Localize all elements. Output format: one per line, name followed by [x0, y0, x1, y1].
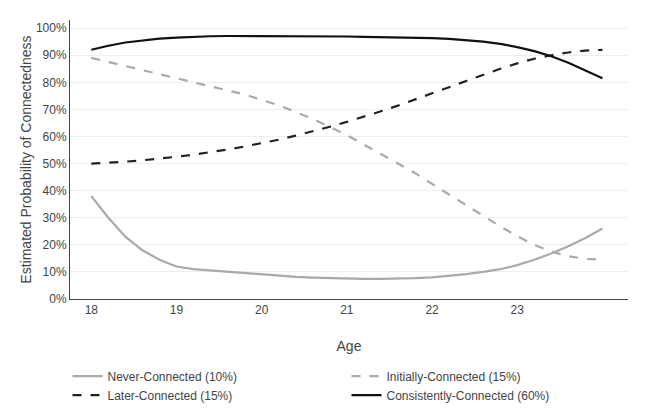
svg-text:40%: 40%: [43, 184, 67, 198]
svg-text:Never-Connected (10%): Never-Connected (10%): [108, 370, 237, 384]
svg-text:100%: 100%: [36, 21, 67, 35]
svg-text:Consistently-Connected (60%): Consistently-Connected (60%): [387, 389, 550, 403]
svg-text:50%: 50%: [43, 157, 67, 171]
svg-text:90%: 90%: [43, 48, 67, 62]
svg-text:10%: 10%: [43, 265, 67, 279]
svg-text:80%: 80%: [43, 76, 67, 90]
svg-text:20%: 20%: [43, 238, 67, 252]
svg-text:20: 20: [255, 303, 269, 317]
svg-text:70%: 70%: [43, 103, 67, 117]
svg-text:30%: 30%: [43, 211, 67, 225]
svg-text:Estimated Probability of Conne: Estimated Probability of Connectedness: [18, 35, 34, 283]
svg-text:21: 21: [340, 303, 354, 317]
svg-text:60%: 60%: [43, 130, 67, 144]
svg-text:Later-Connected (15%): Later-Connected (15%): [108, 389, 233, 403]
svg-text:Initially-Connected (15%): Initially-Connected (15%): [387, 370, 521, 384]
svg-text:18: 18: [85, 303, 99, 317]
svg-text:Age: Age: [337, 338, 362, 354]
svg-text:19: 19: [170, 303, 184, 317]
svg-text:22: 22: [425, 303, 439, 317]
svg-text:23: 23: [511, 303, 525, 317]
svg-text:0%: 0%: [49, 292, 67, 306]
